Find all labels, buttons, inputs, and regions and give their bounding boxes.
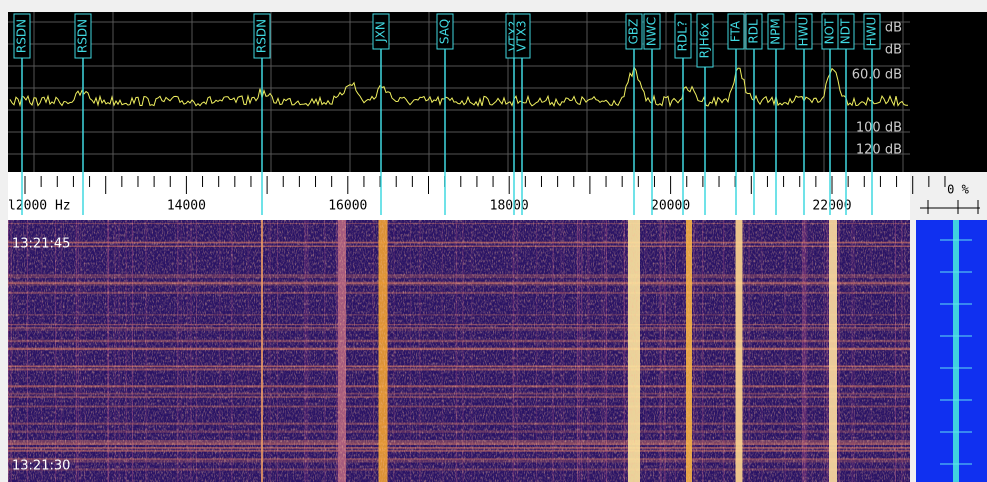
page: l2000 Hz1400016000180002000022000dBdB60.… <box>0 0 987 482</box>
level-label: dB <box>885 21 902 36</box>
marker-label: RDL? <box>676 21 690 52</box>
marker-label: VTX3 <box>515 20 529 51</box>
ruler-label: 14000 <box>167 199 206 214</box>
marker-label: RSDN <box>255 19 269 53</box>
level-label: dB <box>885 43 902 58</box>
ruler-label: 20000 <box>651 199 690 214</box>
marker-label: HWU <box>797 17 811 47</box>
level-label: 100 dB <box>856 121 902 136</box>
marker-label: GBZ <box>627 19 641 45</box>
meter-bg <box>916 220 987 482</box>
marker-label: NPM <box>769 18 783 45</box>
waterfall-noise <box>8 220 910 482</box>
time-label: 13:21:45 <box>12 237 70 252</box>
sdr-display: l2000 Hz1400016000180002000022000dBdB60.… <box>0 0 987 482</box>
marker-label: SAQ <box>438 19 452 44</box>
side-panel <box>910 12 987 172</box>
ruler-label: 16000 <box>328 199 367 214</box>
marker-label: HWU <box>865 17 879 47</box>
meter-bar <box>953 220 959 482</box>
marker-label: FTA <box>729 20 743 42</box>
level-label: 60.0 dB <box>852 68 902 83</box>
ruler-label: 18000 <box>490 199 529 214</box>
marker-label: NOT <box>823 18 837 44</box>
level-label: 120 dB <box>856 143 902 158</box>
marker-label: RSDN <box>76 19 90 53</box>
ruler-label: l2000 Hz <box>8 199 71 214</box>
marker-label: RJH6x <box>698 23 712 59</box>
marker-label: JXN <box>374 21 388 43</box>
marker-label: NDT <box>839 18 853 44</box>
frequency-ruler <box>8 172 910 220</box>
marker-label: NWC <box>645 17 659 46</box>
time-label: 13:21:30 <box>12 459 70 474</box>
meter-label: 0 % <box>947 183 969 197</box>
marker-label: RSDN <box>15 19 29 53</box>
marker-label: RDL <box>747 19 761 44</box>
